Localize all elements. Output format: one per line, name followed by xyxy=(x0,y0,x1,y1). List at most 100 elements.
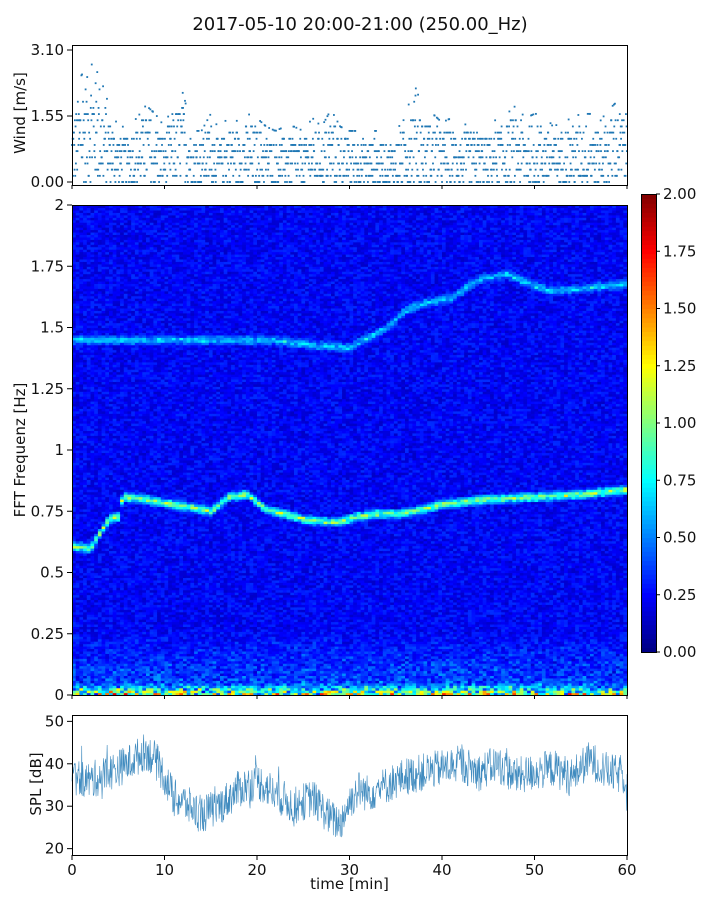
wind-point xyxy=(292,138,294,140)
wind-point xyxy=(625,113,627,115)
wind-point xyxy=(386,181,388,183)
wind-point xyxy=(474,138,476,140)
wind-point xyxy=(458,175,460,177)
wind-point xyxy=(227,181,229,183)
wind-point xyxy=(473,156,475,158)
wind-point xyxy=(143,144,145,146)
wind-point xyxy=(259,181,261,183)
wind-point xyxy=(301,144,303,146)
wind-point xyxy=(294,163,296,165)
wind-point xyxy=(374,181,376,183)
wind-point xyxy=(461,163,463,165)
wind-point xyxy=(358,169,360,171)
wind-point xyxy=(225,175,227,177)
wind-point xyxy=(258,163,260,165)
wind-point xyxy=(193,175,195,177)
wind-point xyxy=(187,181,189,183)
wind-point xyxy=(222,175,224,177)
wind-point xyxy=(491,175,493,177)
wind-point xyxy=(531,126,533,128)
wind-point xyxy=(623,119,625,121)
wind-point xyxy=(97,169,99,171)
wind-point xyxy=(291,150,293,152)
wind-point xyxy=(502,144,504,146)
wind-point xyxy=(270,144,272,146)
wind-point xyxy=(232,175,234,177)
wind-point xyxy=(392,163,394,165)
wind-point xyxy=(76,169,78,171)
wind-point xyxy=(363,181,365,183)
wind-point xyxy=(613,138,615,140)
wind-point xyxy=(440,163,442,165)
wind-point xyxy=(113,138,115,140)
wind-point xyxy=(155,132,157,134)
wind-point xyxy=(314,175,316,177)
wind-point xyxy=(546,156,548,158)
wind-point xyxy=(481,144,483,146)
wind-point xyxy=(292,144,294,146)
wind-point xyxy=(159,175,161,177)
wind-point xyxy=(287,163,289,165)
wind-point xyxy=(83,138,85,140)
wind-point xyxy=(272,175,274,177)
wind-point xyxy=(254,144,256,146)
wind-point xyxy=(129,156,131,158)
wind-point xyxy=(325,119,327,121)
wind-point xyxy=(463,181,465,183)
wind-point xyxy=(393,169,395,171)
wind-point xyxy=(621,150,623,152)
wind-point xyxy=(409,156,411,158)
wind-point xyxy=(237,150,239,152)
wind-point xyxy=(623,132,625,134)
wind-point xyxy=(133,175,135,177)
wind-point xyxy=(589,163,591,165)
wind-point xyxy=(342,163,344,165)
wind-point xyxy=(280,150,282,152)
wind-point xyxy=(260,132,262,134)
wind-point xyxy=(469,150,471,152)
wind-point xyxy=(323,121,325,123)
wind-point xyxy=(550,169,552,171)
wind-point xyxy=(513,181,515,183)
wind-point xyxy=(456,163,458,165)
wind-point xyxy=(485,169,487,171)
wind-point xyxy=(403,119,405,121)
wind-point xyxy=(390,144,392,146)
wind-point xyxy=(519,181,521,183)
wind-point xyxy=(149,108,151,110)
wind-point xyxy=(517,126,519,128)
wind-point xyxy=(426,126,428,128)
wind-point xyxy=(604,132,606,134)
wind-point xyxy=(238,175,240,177)
wind-point xyxy=(487,169,489,171)
wind-point xyxy=(236,120,238,122)
wind-point xyxy=(500,138,502,140)
wind-point xyxy=(145,132,147,134)
wind-point xyxy=(407,156,409,158)
wind-point xyxy=(152,111,154,113)
wind-point xyxy=(521,132,523,134)
wind-point xyxy=(591,175,593,177)
wind-point xyxy=(328,132,330,134)
wind-point xyxy=(451,169,453,171)
wind-point xyxy=(550,144,552,146)
wind-point xyxy=(423,138,425,140)
wind-point xyxy=(582,150,584,152)
wind-point xyxy=(138,114,140,116)
wind-point xyxy=(123,144,125,146)
wind-point xyxy=(508,132,510,134)
wind-point xyxy=(186,175,188,177)
wind-point xyxy=(83,119,85,121)
wind-point xyxy=(479,181,481,183)
wind-point xyxy=(218,163,220,165)
wind-point xyxy=(348,144,350,146)
wind-point xyxy=(384,150,386,152)
wind-point xyxy=(565,181,567,183)
wind-point xyxy=(269,150,271,152)
wind-point xyxy=(617,119,619,121)
wind-point xyxy=(544,138,546,140)
wind-point xyxy=(271,150,273,152)
wind-point xyxy=(84,132,86,134)
wind-point xyxy=(121,169,123,171)
wind-point xyxy=(434,115,436,117)
